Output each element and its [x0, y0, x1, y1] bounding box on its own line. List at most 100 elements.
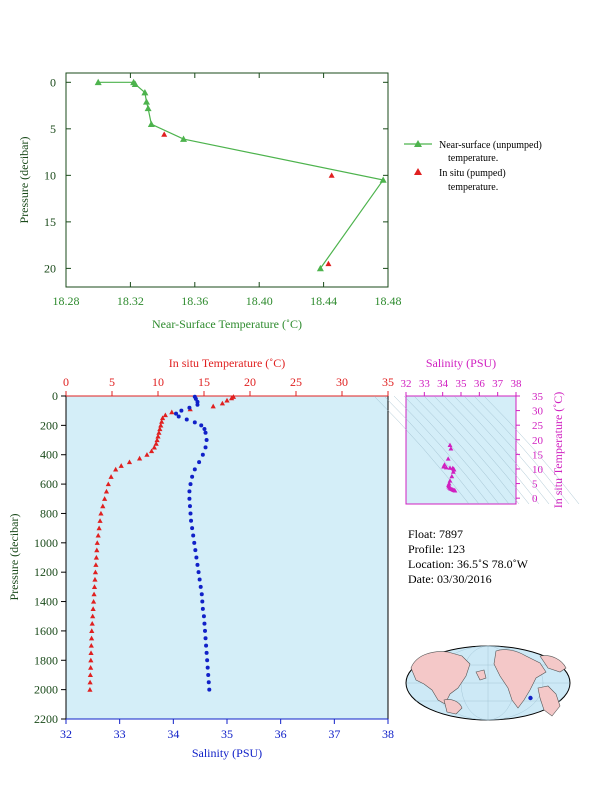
- salinity-tick-label: 37: [328, 727, 340, 741]
- salinity-tick-label: 36: [275, 727, 287, 741]
- ts-y-tick-label: 30: [532, 406, 544, 418]
- top-x-tick-label: 18.28: [53, 294, 80, 308]
- temperature-point: [87, 679, 93, 685]
- temperature-point: [103, 488, 110, 494]
- top-y-tick-label: 5: [50, 122, 56, 136]
- temperature-point: [93, 562, 99, 567]
- salinity-point: [204, 643, 209, 648]
- temperature-point: [153, 441, 159, 446]
- near-surface-temperature-chart: 18.28 18.32 18.36 18.40 18.44 18.48 05101520 …: [17, 72, 402, 331]
- temperature-point: [157, 426, 163, 432]
- top-x-tick-label: 18.48: [375, 294, 402, 308]
- pressure-tick-label: 400: [40, 448, 58, 462]
- temperature-point: [224, 397, 230, 403]
- temperature-point: [91, 584, 98, 589]
- temperature-tick-labels: 0 5 10 15 20 25 30 35: [63, 375, 394, 396]
- temperature-point: [90, 613, 96, 619]
- temperature-point: [156, 430, 162, 435]
- ts-point: [449, 473, 455, 479]
- salinity-point: [206, 680, 211, 685]
- top-y-tick-label: 0: [50, 75, 56, 89]
- salinity-point: [197, 577, 202, 582]
- pressure-tick-label: 1400: [34, 595, 58, 609]
- salinity-point: [187, 489, 192, 494]
- pressure-tick-label: 1200: [34, 565, 58, 579]
- world-map: [405, 645, 571, 721]
- legend-label-near-surface-1: Near-surface (unpumped): [439, 140, 542, 151]
- temperature-point: [160, 415, 166, 421]
- ts-point: [447, 442, 453, 447]
- salinity-point: [193, 548, 198, 553]
- salinity-point: [187, 405, 192, 410]
- legend-label-in-situ-2: temperature.: [448, 182, 498, 193]
- temperature-point: [105, 481, 111, 487]
- temperature-point: [151, 444, 157, 450]
- salinity-tick-label: 33: [114, 727, 126, 741]
- salinity-point: [199, 592, 204, 597]
- top-x-tick-label: 18.32: [117, 294, 144, 308]
- salinity-point: [200, 606, 205, 611]
- in-situ-point: [328, 172, 335, 178]
- top-y-tick-labels: 0 5 10 15 20: [44, 75, 388, 275]
- temperature-tick-label: 25: [290, 375, 302, 389]
- date: Date: 03/30/2016: [408, 572, 492, 586]
- top-y-tick-label: 10: [44, 168, 56, 182]
- temperature-point: [158, 422, 164, 428]
- temperature-point: [87, 687, 93, 692]
- salinity-point: [179, 408, 184, 413]
- temperature-point: [102, 496, 108, 501]
- density-contour: [423, 395, 520, 505]
- temperature-point: [126, 459, 133, 465]
- density-contour: [373, 395, 470, 505]
- salinity-point: [193, 396, 198, 401]
- temperature-point: [148, 448, 155, 454]
- ts-x-tick-label: 36: [474, 378, 486, 390]
- legend-label-near-surface-2: temperature.: [448, 153, 498, 164]
- ts-y-tick-label: 10: [532, 464, 544, 476]
- salinity-tick-labels: 32 33 34 35 36 37 38: [60, 719, 394, 741]
- salinity-point: [190, 474, 195, 479]
- salinity-point: [204, 438, 209, 443]
- ts-y-tick-label: 5: [532, 479, 538, 491]
- density-contour: [403, 395, 500, 505]
- salinity-point: [189, 518, 194, 523]
- temperature-point: [169, 409, 175, 415]
- pressure-tick-label: 1600: [34, 624, 58, 638]
- temperature-point: [88, 665, 94, 670]
- salinity-tick-label: 32: [60, 727, 72, 741]
- temperature-point: [88, 650, 94, 656]
- pressure-tick-label: 200: [40, 418, 58, 432]
- temperature-point: [89, 620, 95, 626]
- temperature-axis-title: In situ Temperature (˚C): [169, 356, 286, 370]
- salinity-point: [188, 482, 193, 487]
- temperature-point: [219, 400, 225, 406]
- ts-point: [447, 478, 453, 483]
- temperature-point: [92, 569, 99, 575]
- ts-x-tick-label: 32: [401, 378, 412, 390]
- density-contour: [473, 395, 570, 505]
- profile-plot-frame: [65, 395, 389, 720]
- density-contours: [373, 395, 580, 505]
- salinity-tick-label: 38: [382, 727, 394, 741]
- near-surface-point: [144, 104, 152, 112]
- temperature-point: [108, 474, 114, 479]
- temperature-point: [229, 395, 235, 401]
- in-situ-point: [161, 131, 168, 137]
- ts-plot-frame: [405, 395, 517, 505]
- salinity-point: [191, 533, 196, 538]
- salinity-point: [195, 399, 200, 404]
- temperature-point: [94, 540, 100, 545]
- temperature-tick-label: 5: [109, 375, 115, 389]
- near-surface-point: [379, 176, 387, 183]
- salinity-point: [204, 650, 209, 655]
- ts-y-tick-label: 15: [532, 449, 544, 461]
- salinity-point: [195, 402, 200, 407]
- temperature-point: [91, 591, 97, 597]
- ts-x-tick-label: 37: [492, 378, 504, 390]
- near-surface-point: [143, 98, 150, 105]
- top-y-tick-label: 15: [44, 215, 56, 229]
- ts-point: [450, 469, 456, 474]
- temperature-tick-label: 35: [382, 375, 394, 389]
- salinity-point: [176, 414, 181, 419]
